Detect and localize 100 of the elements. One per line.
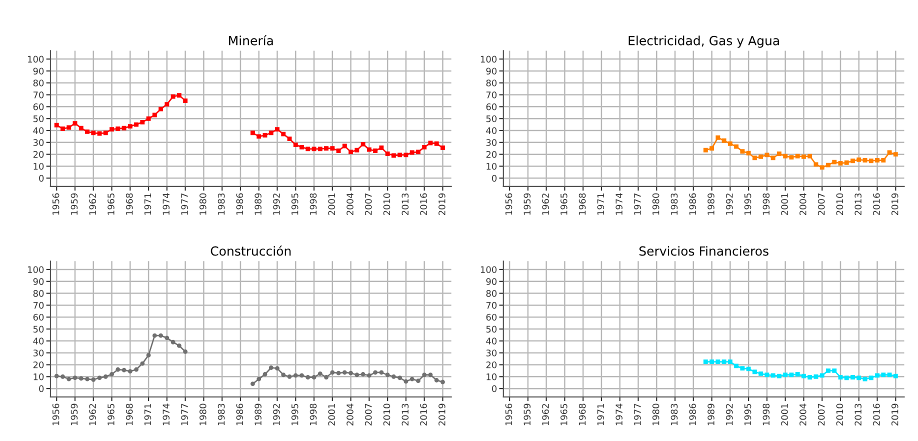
point bbox=[795, 154, 800, 158]
point bbox=[434, 141, 439, 146]
point bbox=[287, 374, 292, 379]
x-tick-label: 2007 bbox=[364, 404, 372, 426]
y-tick-label: 10 bbox=[486, 162, 497, 170]
x-tick-label: 1992 bbox=[273, 194, 280, 215]
point bbox=[300, 144, 304, 150]
x-tick-label: 1962 bbox=[89, 194, 96, 215]
point bbox=[287, 136, 292, 142]
x-tick-label: 1977 bbox=[634, 193, 641, 215]
x-tick-label: 1986 bbox=[689, 404, 696, 426]
point bbox=[116, 367, 120, 372]
point bbox=[250, 130, 255, 136]
point bbox=[110, 127, 114, 132]
y-tick-label: 90 bbox=[486, 278, 497, 285]
x-tick-label: 1989 bbox=[708, 193, 714, 215]
chart-title: Minería bbox=[229, 35, 273, 46]
point bbox=[826, 162, 830, 168]
point bbox=[164, 102, 170, 107]
y-tick-label: 50 bbox=[33, 326, 44, 333]
point bbox=[342, 370, 347, 375]
x-tick-label: 2019 bbox=[438, 193, 446, 216]
point bbox=[262, 133, 268, 138]
x-tick-label: 2013 bbox=[854, 193, 862, 216]
point bbox=[318, 146, 322, 152]
point bbox=[850, 375, 855, 380]
point bbox=[366, 147, 372, 152]
point bbox=[275, 366, 280, 371]
x-tick-label: 1983 bbox=[218, 404, 225, 426]
point bbox=[312, 146, 316, 152]
y-tick-label: 50 bbox=[486, 115, 497, 122]
point bbox=[868, 158, 874, 164]
point bbox=[318, 371, 322, 376]
point bbox=[734, 144, 739, 149]
point bbox=[91, 130, 96, 136]
y-tick-label: 30 bbox=[486, 350, 497, 356]
point bbox=[440, 146, 445, 150]
point bbox=[808, 375, 812, 380]
point bbox=[740, 149, 745, 154]
chart-title: Servicios Financieros bbox=[639, 246, 768, 256]
y-tick-label: 40 bbox=[486, 127, 497, 134]
y-tick-label: 10 bbox=[34, 162, 44, 170]
x-tick-label: 1983 bbox=[670, 193, 678, 215]
point bbox=[703, 360, 708, 364]
x-tick-label: 1962 bbox=[542, 404, 549, 426]
x-tick-label: 1977 bbox=[634, 404, 641, 426]
point bbox=[808, 154, 812, 158]
point bbox=[385, 152, 390, 156]
x-tick-label: 1959 bbox=[70, 193, 78, 215]
y-tick-label: 100 bbox=[28, 56, 44, 63]
x-tick-label: 2004 bbox=[800, 193, 806, 216]
point bbox=[262, 372, 268, 376]
x-tick-label: 2001 bbox=[328, 194, 336, 216]
point bbox=[72, 121, 78, 126]
point bbox=[832, 368, 837, 373]
point bbox=[128, 369, 132, 374]
point bbox=[428, 140, 433, 146]
point bbox=[770, 156, 776, 160]
x-tick-label: 1983 bbox=[670, 404, 678, 426]
point bbox=[300, 373, 304, 378]
point bbox=[856, 157, 862, 162]
y-tick-label: 80 bbox=[486, 290, 497, 297]
x-tick-label: 1965 bbox=[108, 404, 114, 426]
point bbox=[764, 152, 770, 158]
x-tick-label: 1956 bbox=[505, 404, 512, 426]
y-tick-label: 80 bbox=[33, 80, 44, 86]
point bbox=[170, 340, 176, 344]
point bbox=[844, 376, 849, 380]
y-tick-label: 90 bbox=[33, 68, 44, 75]
point bbox=[758, 371, 764, 376]
point bbox=[324, 375, 329, 380]
point bbox=[366, 373, 372, 378]
point bbox=[734, 364, 739, 368]
x-tick-label: 1974 bbox=[616, 193, 622, 215]
point bbox=[60, 374, 65, 379]
point bbox=[740, 366, 745, 371]
point bbox=[146, 116, 151, 121]
point bbox=[97, 131, 102, 136]
point bbox=[398, 152, 402, 158]
y-tick-label: 30 bbox=[33, 350, 44, 356]
point bbox=[72, 376, 78, 380]
point bbox=[887, 150, 892, 155]
y-tick-label: 100 bbox=[480, 56, 497, 63]
x-tick-label: 1980 bbox=[652, 193, 660, 215]
point bbox=[158, 106, 164, 112]
y-tick-label: 30 bbox=[486, 139, 497, 146]
x-tick-label: 2013 bbox=[402, 404, 409, 426]
point bbox=[838, 161, 843, 166]
x-tick-label: 2007 bbox=[818, 404, 825, 426]
point bbox=[103, 374, 108, 379]
x-tick-label: 2001 bbox=[328, 404, 336, 426]
point bbox=[422, 144, 427, 150]
x-tick-label: 1956 bbox=[505, 193, 512, 215]
point bbox=[703, 148, 708, 152]
x-tick-label: 2010 bbox=[383, 193, 390, 216]
point bbox=[275, 127, 280, 132]
point bbox=[54, 122, 59, 128]
point bbox=[801, 374, 806, 378]
x-tick-label: 1962 bbox=[89, 404, 96, 426]
x-tick-label: 1980 bbox=[200, 404, 206, 426]
